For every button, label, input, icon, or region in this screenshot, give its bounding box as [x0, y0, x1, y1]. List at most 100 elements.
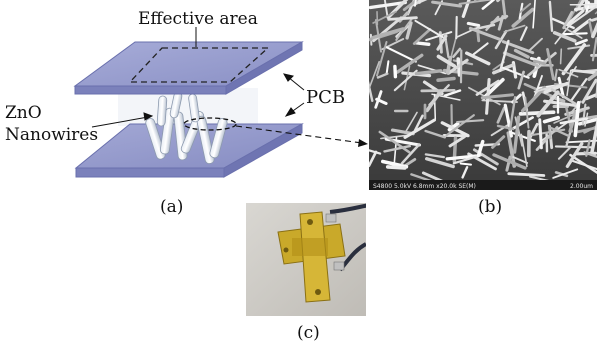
sem-nanorod	[372, 10, 397, 24]
zoom-ellipse	[183, 117, 237, 131]
sem-nanorod	[459, 162, 472, 166]
sem-nanorod	[436, 54, 457, 68]
sem-nanorod	[565, 142, 584, 169]
sem-nanorod	[507, 172, 546, 177]
sem-nanorod	[548, 0, 554, 32]
effective-area-outline	[128, 47, 270, 83]
sem-nanorod	[524, 96, 530, 129]
sem-nanorod	[452, 154, 483, 165]
sem-nanorod	[559, 48, 563, 65]
sem-nanorod	[387, 16, 418, 21]
sem-nanorod	[570, 69, 597, 75]
sem-nanorod	[400, 143, 421, 165]
sem-nanorod	[519, 2, 532, 13]
gap-shading	[118, 88, 258, 126]
sem-nanorod	[548, 126, 570, 137]
sem-nanorod	[568, 0, 582, 22]
device-photo	[246, 203, 366, 316]
sem-nanorod	[552, 168, 579, 179]
sem-nanorod	[476, 139, 485, 158]
sem-nanorod	[475, 79, 500, 96]
sem-nanorod	[374, 90, 383, 109]
sem-nanorod	[445, 55, 453, 75]
sem-nanorod	[576, 126, 597, 134]
sem-nanorod	[461, 165, 469, 179]
caption-c: (c)	[297, 323, 320, 343]
zno-nanowires	[145, 91, 228, 164]
sem-nanorod	[527, 37, 543, 52]
sem-nanorod	[395, 53, 424, 74]
sem-nanorod	[574, 38, 588, 46]
sem-nanorod	[587, 70, 597, 81]
sem-nanorod	[403, 65, 411, 91]
sem-nanorod	[420, 88, 456, 93]
nanowires-label-line2: Nanowires	[5, 125, 98, 145]
effective-area-label: Effective area	[138, 9, 258, 29]
sem-nanorod	[376, 41, 388, 77]
pcb-arrows	[283, 73, 305, 117]
sem-nanorod	[425, 31, 453, 42]
sem-nanorod	[590, 17, 597, 22]
sem-nanorod	[445, 114, 475, 137]
sem-nanorod	[568, 5, 597, 27]
sem-nanorod	[563, 26, 583, 39]
sem-nanorod	[584, 0, 589, 9]
sem-nanorod	[569, 153, 597, 175]
sem-info-text: S4800 5.0kV 6.8mm x20.0k SE(M)	[373, 183, 476, 190]
sem-nanorod	[424, 153, 445, 159]
sem-nanorod	[369, 80, 374, 103]
sem-nanorod	[369, 0, 407, 10]
caption-b: (b)	[478, 197, 502, 217]
sem-scale-label: 2.00um	[570, 183, 593, 190]
sem-nanorod	[414, 69, 443, 76]
sem-nanorod	[492, 153, 527, 170]
panel-c: (c)	[246, 203, 366, 343]
sem-nanorod	[574, 0, 586, 12]
sem-nanorod	[480, 93, 514, 100]
sem-nanorod	[519, 26, 528, 42]
sem-nanorod	[378, 130, 411, 154]
sem-nanorod	[458, 0, 494, 5]
sem-nanorod	[501, 0, 507, 20]
sem-nanorod	[452, 47, 462, 58]
sem-nanorod	[385, 46, 417, 63]
sem-nanorod	[533, 59, 547, 66]
sem-nanorod	[581, 78, 597, 104]
sem-nanorod	[503, 24, 526, 33]
sem-nanorod	[546, 48, 555, 81]
yellow-pcb-device	[277, 211, 346, 303]
nanowires-arrow	[91, 112, 154, 128]
sem-nanorod	[508, 96, 517, 132]
sem-nanorod	[512, 156, 529, 164]
sem-nanorod	[591, 21, 597, 39]
sem-nanorod	[369, 60, 381, 90]
sem-nanorod	[590, 117, 597, 154]
sem-nanorod	[570, 78, 588, 102]
sem-nanorod	[496, 124, 515, 131]
sem-nanorod	[532, 0, 536, 29]
sem-nanorod	[501, 66, 530, 79]
sem-nanorod	[411, 0, 428, 6]
sem-nanorod	[428, 84, 450, 106]
sem-nanorod	[436, 76, 456, 82]
sem-nanorod	[561, 43, 587, 76]
sem-nanorod	[403, 118, 436, 139]
zoom-arrow	[235, 125, 368, 147]
cable-1	[329, 203, 366, 214]
panel-b: S4800 5.0kV 6.8mm x20.0k SE(M) 2.00um (b…	[369, 0, 597, 217]
sem-nanorod	[385, 60, 390, 75]
sem-nanorod	[448, 135, 466, 148]
sem-nanorod	[559, 117, 589, 125]
sem-nanorod	[562, 10, 574, 30]
sem-nanorod	[412, 28, 432, 45]
nanowires-label-line1: ZnO	[5, 103, 42, 123]
sem-nanorod	[369, 149, 382, 155]
sem-nanorod	[543, 81, 569, 94]
sem-nanorod	[558, 68, 579, 78]
sem-nanorod	[481, 0, 496, 10]
sem-nanorod	[385, 165, 407, 170]
sem-nanorod	[511, 7, 535, 28]
sem-nanorod	[424, 129, 447, 139]
sem-nanorod	[393, 69, 418, 92]
